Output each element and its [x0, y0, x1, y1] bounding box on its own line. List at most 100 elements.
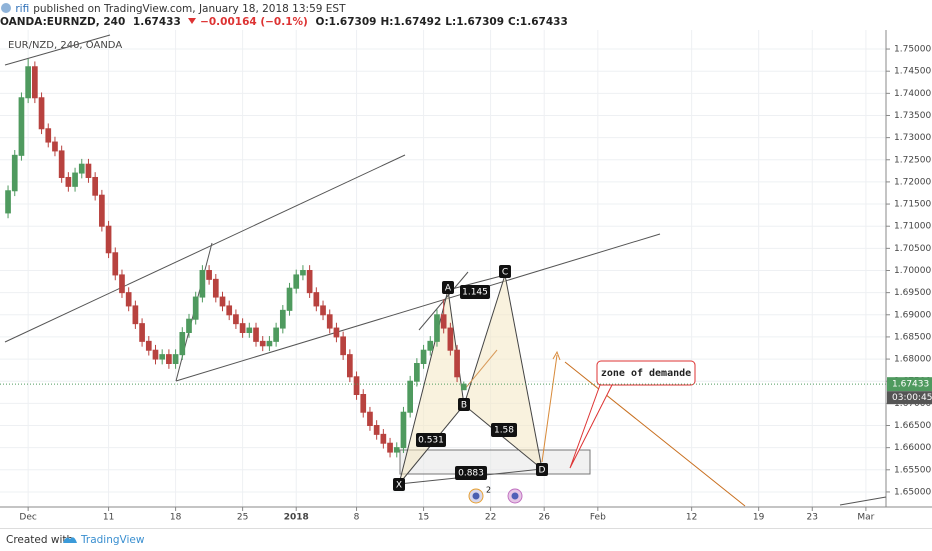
candle-body	[179, 331, 186, 356]
ratio-box	[416, 433, 446, 447]
x-tick-label: 15	[418, 513, 429, 523]
ohlc-label: C:	[508, 16, 520, 28]
ohlc-value: 1.67433	[519, 16, 568, 28]
candle-body	[92, 176, 99, 196]
point-box	[536, 463, 548, 476]
candle-body	[320, 305, 326, 316]
ohlc-label: H:	[380, 16, 394, 28]
candles	[5, 58, 467, 458]
candle-body	[132, 305, 139, 325]
point-label: D	[539, 466, 546, 476]
point-label: A	[445, 284, 452, 294]
candle-body	[172, 354, 179, 365]
change: −0.00164 (−0.1%)	[200, 16, 308, 28]
candle-body	[393, 447, 400, 453]
quote-line: OANDA:EURNZD, 240 1.67433 −0.00164 (−0.1…	[0, 16, 932, 30]
candle-body	[125, 292, 132, 307]
candle-body	[5, 190, 11, 214]
point-box	[442, 281, 454, 294]
ratio-label: 1.58	[494, 426, 514, 436]
candle-body	[279, 309, 286, 329]
candle-body	[367, 411, 373, 427]
candle-body	[239, 323, 246, 333]
y-tick-label: 1.65000	[894, 487, 931, 497]
y-tick-label: 1.72000	[894, 177, 931, 187]
brand[interactable]: TradingView	[81, 534, 145, 546]
candle-body	[32, 66, 38, 99]
candle-body	[212, 278, 219, 298]
x-tick-label: Dec	[19, 513, 36, 523]
note: zone of demande	[601, 368, 691, 379]
y-tick-label: 1.70500	[894, 244, 931, 254]
ohlc-value: 1.67309	[328, 16, 377, 28]
ratio-box	[460, 285, 490, 299]
candle-body	[192, 296, 199, 320]
idea-icon-dot	[472, 492, 480, 500]
ratio-box	[455, 466, 487, 480]
y-tick-label: 1.66500	[894, 421, 931, 431]
candle-body	[65, 176, 72, 187]
y-tick-label: 1.66000	[894, 443, 931, 453]
candle-body	[447, 327, 454, 351]
candle-body	[340, 336, 346, 356]
chart-title: EUR/NZD, 240, OANDA	[8, 40, 122, 51]
point-label: B	[461, 401, 467, 411]
ohlc-value: 1.67492	[393, 16, 442, 28]
y-tick-label: 1.68500	[894, 332, 931, 342]
y-tick-label: 1.74500	[894, 67, 931, 77]
candle-body	[105, 225, 112, 254]
projection	[564, 361, 746, 507]
candle-body	[246, 327, 253, 333]
candle-body	[139, 323, 145, 342]
x-tick-label: 25	[237, 513, 248, 523]
ohlc: O:1.67309 H:1.67492 L:1.67309 C:1.67433	[316, 16, 572, 28]
x-tick-label: 26	[538, 513, 550, 523]
logo	[63, 537, 77, 543]
candle-body	[373, 425, 380, 435]
y-tick-label: 1.71500	[894, 200, 931, 210]
down-arrow	[188, 18, 197, 24]
callout-box	[596, 360, 696, 386]
trend-line	[4, 154, 406, 343]
candle-body	[293, 274, 300, 289]
y-tick-label: 1.72500	[894, 155, 931, 165]
x-tick-label: 8	[354, 513, 360, 523]
symbol: OANDA:EURNZD, 240	[0, 16, 126, 28]
x-tick-label: 19	[753, 513, 765, 523]
y-tick-label: 1.65500	[894, 465, 931, 475]
x-tick-label: 18	[170, 513, 182, 523]
candle-body	[226, 305, 233, 316]
candle-body	[25, 66, 31, 99]
candle-body	[259, 340, 266, 347]
point-box	[458, 398, 470, 411]
candle-body	[353, 376, 360, 396]
candle-body	[360, 394, 367, 413]
projection	[541, 354, 558, 463]
avatar	[1, 3, 11, 13]
chart: EUR/NZD, 240, OANDA X A B C D 1.145 0.	[0, 30, 932, 523]
candle-body	[253, 327, 259, 342]
candle-body	[400, 411, 407, 449]
zone-rect	[399, 449, 591, 475]
last-price: 1.67433	[132, 16, 181, 28]
candle-body	[454, 349, 460, 378]
y-tick-label: 1.69500	[894, 288, 931, 298]
candle-body	[152, 349, 159, 360]
trend-line	[175, 233, 661, 382]
ratio-label: 1.145	[462, 288, 488, 298]
author[interactable]: rifi	[15, 3, 30, 15]
idea-icon-dot	[511, 492, 519, 500]
x-tick-label: 2018	[284, 513, 309, 523]
ohlc-value: 1.67309	[456, 16, 505, 28]
y-tick-label: 1.74000	[894, 89, 931, 99]
y-tick-label: 1.73000	[894, 133, 931, 143]
trend-line	[4, 34, 111, 66]
candle-body	[99, 194, 105, 227]
pattern-ac	[447, 274, 506, 291]
candle-body	[186, 318, 192, 333]
x-tick-label: 23	[807, 513, 818, 523]
candle-body	[112, 252, 119, 276]
point-box	[393, 478, 405, 491]
candle-body	[266, 340, 273, 347]
y-tick-label: 1.73500	[894, 111, 931, 121]
